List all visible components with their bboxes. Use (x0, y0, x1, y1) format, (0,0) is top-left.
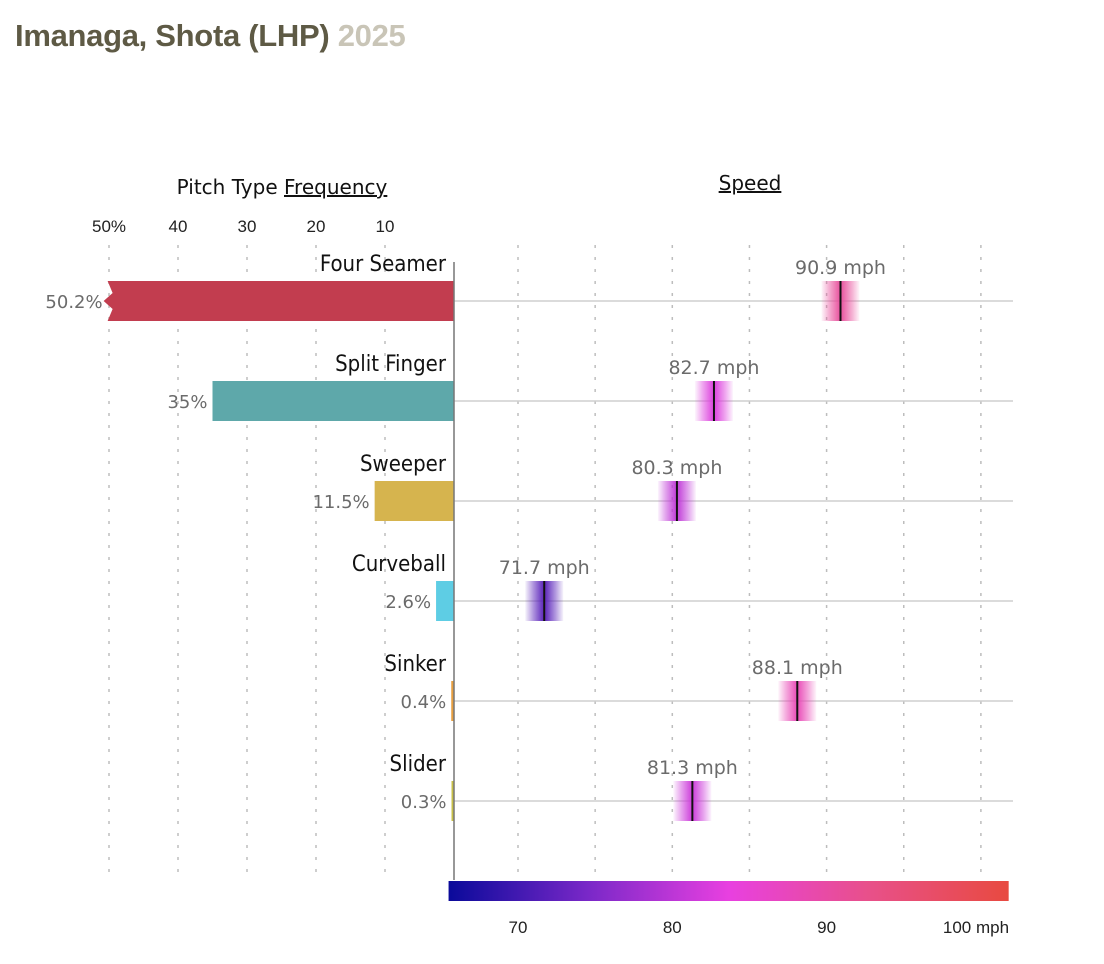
pitch-row: Sinker 0.4% 88.1 mph (384, 652, 1013, 721)
page-title: Imanaga, Shota (LHP) 2025 (15, 18, 406, 54)
pitch-row: Four Seamer 50.2% 90.9 mph (45, 252, 1013, 321)
row-layer: Four Seamer 50.2% 90.9 mph Split Finger 35% 8… (45, 252, 1013, 821)
frequency-tick-label: 40 (169, 217, 188, 236)
frequency-panel-title: Pitch Type Frequency (177, 175, 388, 199)
player-name: Imanaga, Shota (LHP) (15, 18, 330, 53)
frequency-value-label: 35% (167, 392, 207, 413)
frequency-bar[interactable] (436, 581, 454, 621)
frequency-tick-label: 20 (307, 217, 326, 236)
speed-value-label: 90.9 mph (795, 257, 886, 279)
speed-value-label: 71.7 mph (499, 557, 590, 579)
frequency-bar[interactable] (451, 781, 455, 821)
speed-panel-title[interactable]: Speed (719, 171, 782, 195)
frequency-value-label: 2.6% (385, 592, 431, 613)
frequency-value-label: 0.4% (401, 692, 447, 713)
pitch-name-label: Slider (390, 752, 447, 777)
pitch-row: Slider 0.3% 81.3 mph (390, 752, 1013, 821)
speed-value-label: 82.7 mph (668, 357, 759, 379)
speed-tick-label: 100 mph (943, 918, 1009, 937)
pitch-row: Curveball 2.6% 71.7 mph (352, 552, 1013, 621)
frequency-bar[interactable] (103, 281, 455, 321)
season-year: 2025 (337, 18, 406, 53)
frequency-tick-label: 10 (376, 217, 395, 236)
pitch-name-label: Split Finger (335, 352, 447, 377)
pitch-row: Sweeper 11.5% 80.3 mph (312, 452, 1013, 521)
pitch-name-label: Sweeper (360, 452, 447, 477)
speed-tick-label: 70 (509, 918, 528, 937)
pitch-row: Split Finger 35% 82.7 mph (167, 352, 1013, 421)
frequency-link[interactable]: Frequency (284, 175, 387, 199)
frequency-tick-label: 30 (238, 217, 257, 236)
pitch-name-label: Sinker (384, 652, 446, 677)
frequency-bar[interactable] (374, 481, 454, 521)
frequency-value-label: 0.3% (401, 792, 447, 813)
speed-colorbar (448, 881, 1009, 901)
frequency-bar[interactable] (451, 681, 454, 721)
pitch-name-label: Four Seamer (320, 252, 447, 277)
frequency-bar[interactable] (212, 381, 455, 421)
frequency-value-label: 11.5% (312, 492, 369, 513)
speed-tick-label: 90 (817, 918, 836, 937)
speed-value-label: 88.1 mph (752, 657, 843, 679)
axis-layer: 50% 40 30 20 10 70 80 90 100 mph (92, 217, 1009, 937)
frequency-value-label: 50.2% (45, 292, 102, 313)
speed-tick-label: 80 (663, 918, 682, 937)
speed-value-label: 81.3 mph (647, 757, 738, 779)
frequency-tick-label: 50% (92, 217, 126, 236)
speed-value-label: 80.3 mph (631, 457, 722, 479)
pitch-name-label: Curveball (352, 552, 446, 577)
